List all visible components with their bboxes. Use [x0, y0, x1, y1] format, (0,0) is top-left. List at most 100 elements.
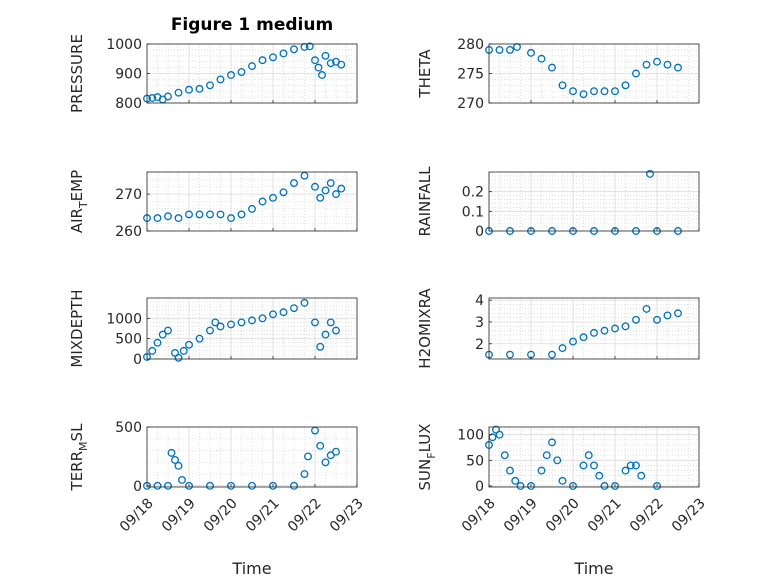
data-point [326, 179, 335, 188]
figure-title: Figure 1 medium [171, 15, 333, 35]
data-point [653, 315, 661, 324]
x-axis-label-right: Time [573, 559, 613, 578]
data-point [279, 188, 288, 197]
data-point [632, 461, 640, 470]
y-axis-label: TERRMSL [68, 423, 90, 492]
y-tick-label: 0.2 [462, 185, 484, 201]
data-point [258, 197, 267, 206]
data-point [316, 193, 325, 202]
data-point [527, 48, 535, 57]
data-point [248, 316, 256, 325]
data-point [537, 466, 546, 475]
data-point [311, 56, 319, 65]
axes-box [488, 297, 700, 360]
y-tick-label: 0 [475, 479, 484, 495]
series-markers [143, 298, 340, 362]
data-point [227, 71, 235, 79]
data-point [185, 85, 193, 94]
series-markers [485, 425, 661, 490]
data-point [590, 461, 598, 470]
data-point [216, 210, 225, 219]
y-tick-label: 1000 [106, 311, 142, 327]
data-point [569, 337, 577, 346]
data-point [548, 350, 556, 359]
data-point [600, 482, 609, 490]
data-point [269, 481, 277, 490]
data-point [321, 51, 330, 60]
data-point [632, 69, 640, 78]
data-point [542, 451, 551, 460]
data-point [495, 430, 504, 439]
data-point [506, 45, 514, 54]
data-point [569, 482, 577, 490]
data-point [558, 81, 567, 90]
x-tick-label: 09/18 [459, 495, 499, 535]
x-tick-label: 09/21 [243, 495, 283, 535]
data-point [548, 438, 556, 447]
subplot-1: 800 900 1000 PRESSURE [68, 34, 358, 113]
data-point [318, 71, 326, 79]
data-point [164, 212, 172, 221]
subplot-7: 0 500 09/18 09/19 09/20 09/21 09/22 09/23 TERRMS… [68, 420, 367, 535]
data-point [611, 324, 619, 333]
series-markers [143, 42, 346, 104]
data-point [258, 314, 267, 323]
data-point [206, 326, 214, 335]
data-point [305, 42, 314, 51]
data-point [621, 466, 630, 475]
data-point [584, 451, 593, 460]
data-point [337, 60, 346, 69]
data-point [185, 340, 193, 349]
data-point [300, 298, 309, 307]
axes-box [488, 171, 700, 232]
data-point [248, 204, 256, 213]
data-point [337, 184, 346, 193]
data-point [321, 458, 330, 467]
axes-box [146, 171, 358, 232]
axes-box [488, 426, 700, 488]
data-point [621, 322, 630, 331]
data-point [316, 441, 325, 450]
data-point [174, 353, 183, 362]
data-point [632, 315, 640, 324]
data-point [553, 456, 562, 465]
y-axis-label: H2OMIXRA [416, 288, 434, 369]
data-point [595, 471, 604, 480]
data-point [164, 481, 172, 490]
series-markers [485, 43, 682, 99]
y-tick-label: 0 [475, 224, 484, 240]
data-point [178, 475, 186, 484]
y-tick-label: 1000 [106, 37, 142, 53]
data-point [527, 482, 535, 490]
data-point [579, 461, 588, 470]
data-point [674, 309, 682, 318]
y-tick-label: 100 [457, 428, 484, 444]
data-point [279, 308, 288, 317]
data-point [611, 482, 619, 490]
data-point [227, 481, 235, 490]
data-point [626, 461, 635, 470]
x-tick-label: 09/19 [501, 495, 541, 535]
data-point [227, 320, 235, 329]
data-point [579, 90, 588, 99]
data-point [206, 481, 214, 490]
x-tick-label: 09/20 [543, 495, 583, 535]
data-point [516, 482, 525, 490]
subplot-4: 0 0.1 0.2 RAINFALL [416, 166, 700, 240]
data-point [153, 481, 162, 490]
data-point [153, 214, 162, 223]
data-point [211, 318, 220, 327]
data-point [148, 346, 157, 355]
y-axis-label: SUNFLUX [416, 424, 438, 491]
data-point [174, 461, 183, 470]
data-point [600, 326, 609, 335]
data-point [167, 448, 176, 457]
data-point [579, 333, 588, 342]
data-point [148, 94, 157, 102]
data-point [290, 45, 298, 54]
x-tick-label: 09/19 [159, 495, 199, 535]
data-point [642, 304, 651, 313]
data-point [674, 63, 682, 72]
y-axis-label: AIRTEMP [68, 170, 90, 233]
